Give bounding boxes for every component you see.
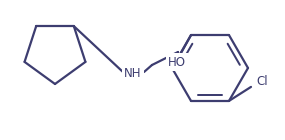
Text: Cl: Cl bbox=[256, 75, 268, 88]
Text: NH: NH bbox=[124, 66, 142, 80]
Text: HO: HO bbox=[168, 56, 186, 69]
